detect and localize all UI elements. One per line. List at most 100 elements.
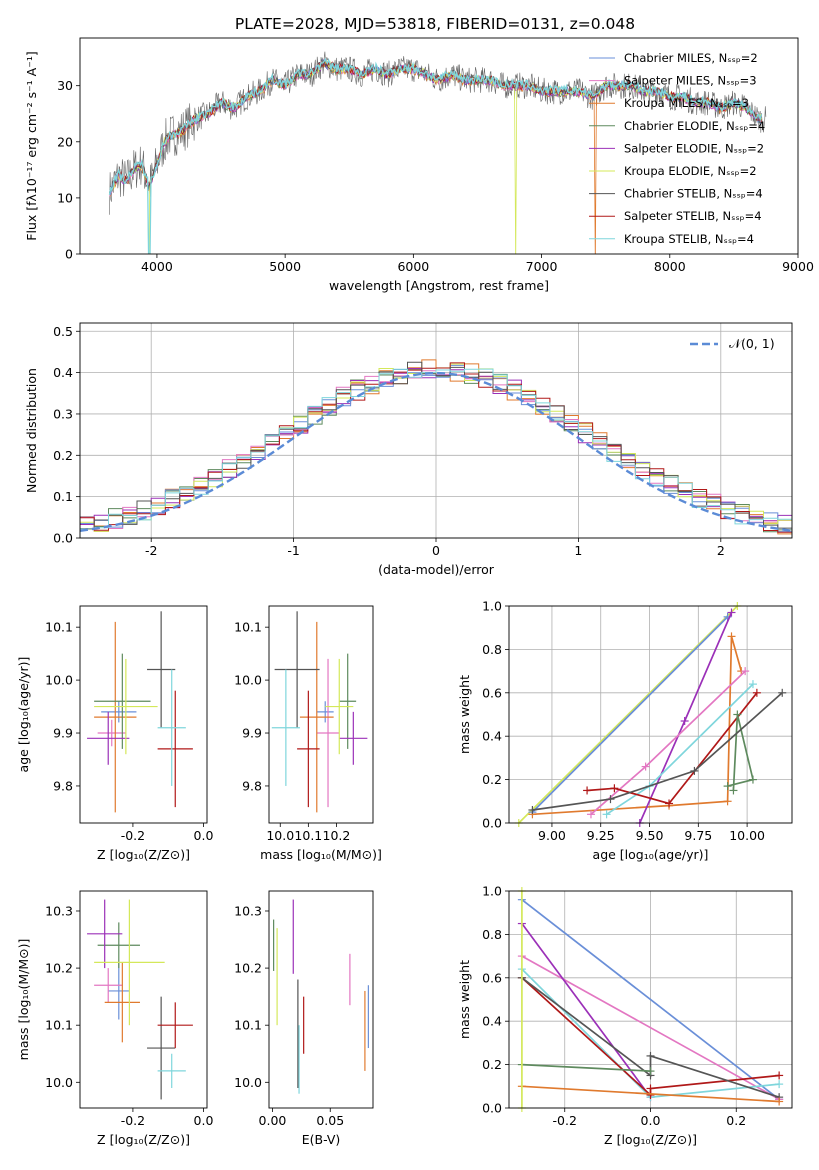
x-axis-label: (data-model)/error xyxy=(378,562,495,577)
age_vs_mass-axes xyxy=(265,626,337,827)
y-tick-label: 0.2 xyxy=(482,772,502,787)
x-tick-label: 5000 xyxy=(269,259,301,274)
mass_vs_ebv-frame xyxy=(268,890,374,1109)
y-tick-label: 0.3 xyxy=(53,406,73,421)
y-tick-label: 10.0 xyxy=(234,673,262,688)
y-tick-label: 10.2 xyxy=(234,961,262,976)
x-axis-label: wavelength [Angstrom, rest frame] xyxy=(329,278,549,293)
y-tick-label: 10.2 xyxy=(45,961,73,976)
y-tick-label: 0.0 xyxy=(53,531,73,546)
y-tick-label: 30 xyxy=(57,78,73,93)
x-tick-label: 10.0 xyxy=(266,828,294,843)
x-axis-label: Z [log₁₀(Z/Z⊙)] xyxy=(604,1132,697,1147)
x-tick-label: 7000 xyxy=(526,259,558,274)
y-tick-label: 10.3 xyxy=(234,903,262,918)
y-tick-label: 20 xyxy=(57,134,73,149)
legend-entry-ke: Kroupa ELODIE, Nₛₛₚ=2 xyxy=(624,164,757,178)
x-tick-label: 9000 xyxy=(782,259,814,274)
y-tick-label: 0.8 xyxy=(482,927,502,942)
x-tick-label: 10.00 xyxy=(729,828,765,843)
legend-entry-km: Kroupa MILES, Nₛₛₚ=3 xyxy=(624,96,749,110)
x-tick-label: 9.25 xyxy=(587,828,615,843)
age_vs_mass-frame xyxy=(268,605,374,824)
x-tick-label: 9.50 xyxy=(636,828,664,843)
y-tick-label: 0.0 xyxy=(482,816,502,831)
y-tick-label: 10.0 xyxy=(234,1075,262,1090)
y-tick-label: 0.6 xyxy=(482,970,502,985)
y-axis-label: mass weight xyxy=(457,675,472,754)
x-tick-label: 0.00 xyxy=(259,1113,287,1128)
x-tick-label: -2 xyxy=(145,543,157,558)
mass_vs_Z-axes xyxy=(76,910,204,1112)
residuals-axes xyxy=(76,323,792,542)
spectrum-axes xyxy=(76,85,799,258)
weight_vs_Z-frame xyxy=(508,890,793,1109)
x-axis-label: E(B-V) xyxy=(302,1132,341,1147)
mass_vs_Z-frame xyxy=(79,890,208,1109)
y-tick-label: 10.3 xyxy=(45,903,73,918)
spectrum-frame xyxy=(79,37,799,255)
x-tick-label: 8000 xyxy=(654,259,686,274)
y-axis-label: Flux [fλ10⁻¹⁷ erg cm⁻² s⁻¹ A⁻¹] xyxy=(24,51,39,240)
legend-entry-cs: Chabrier STELIB, Nₛₛₚ=4 xyxy=(624,187,763,201)
legend-entry-se: Salpeter ELODIE, Nₛₛₚ=2 xyxy=(624,141,764,155)
y-tick-label: 0.4 xyxy=(482,729,502,744)
x-tick-label: 10.2 xyxy=(323,828,351,843)
x-tick-label: -0.2 xyxy=(121,828,145,843)
x-tick-label: 4000 xyxy=(141,259,173,274)
y-tick-label: 0.2 xyxy=(482,1057,502,1072)
y-tick-label: 0.1 xyxy=(53,489,73,504)
y-axis-label: age [log₁₀(age/yr)] xyxy=(16,657,31,773)
mass_vs_ebv-axes xyxy=(265,910,331,1112)
figure-title: PLATE=2028, MJD=53818, FIBERID=0131, z=0… xyxy=(235,15,635,33)
y-tick-label: 0.2 xyxy=(53,448,73,463)
y-tick-label: 0.8 xyxy=(482,642,502,657)
y-tick-label: 10 xyxy=(57,190,73,205)
normal-curve xyxy=(80,371,792,532)
legend-entry-sm: Salpeter MILES, Nₛₛₚ=3 xyxy=(624,74,757,88)
x-tick-label: 6000 xyxy=(397,259,429,274)
x-tick-label: 0.2 xyxy=(726,1113,746,1128)
y-tick-label: 1.0 xyxy=(482,599,502,614)
y-tick-label: 10.0 xyxy=(45,1075,73,1090)
x-tick-label: -0.2 xyxy=(121,1113,145,1128)
y-axis-label: Normed distribution xyxy=(24,368,39,493)
x-axis-label: age [log₁₀(age/yr)] xyxy=(593,847,709,862)
x-tick-label: 9.75 xyxy=(684,828,712,843)
age_vs_Z-frame xyxy=(79,605,208,824)
y-tick-label: 9.9 xyxy=(53,726,73,741)
y-tick-label: 9.8 xyxy=(53,778,73,793)
x-tick-label: 0 xyxy=(432,543,440,558)
weight-line-ce xyxy=(521,1063,651,1072)
y-tick-label: 9.8 xyxy=(242,778,262,793)
weight-line-cm xyxy=(521,899,780,1100)
residuals-frame xyxy=(79,322,793,539)
weight_vs_age-frame xyxy=(508,605,793,824)
x-tick-label: 2 xyxy=(717,543,725,558)
y-axis-label: mass [log₁₀(M/M⊙)] xyxy=(16,939,31,1061)
y-tick-label: 0.5 xyxy=(53,324,73,339)
x-tick-label: -0.2 xyxy=(553,1113,577,1128)
x-axis-label: Z [log₁₀(Z/Z⊙)] xyxy=(97,1132,190,1147)
y-tick-label: 10.1 xyxy=(234,1018,262,1033)
age_vs_Z-axes xyxy=(76,626,204,827)
y-tick-label: 10.1 xyxy=(45,1018,73,1033)
x-tick-label: 0.0 xyxy=(641,1113,661,1128)
x-tick-label: 0.0 xyxy=(194,1113,214,1128)
y-tick-label: 0.0 xyxy=(482,1101,502,1116)
legend-entry-ks: Kroupa STELIB, Nₛₛₚ=4 xyxy=(624,232,754,246)
x-tick-label: 1 xyxy=(574,543,582,558)
weight-line-cs xyxy=(521,977,780,1099)
y-tick-label: 10.0 xyxy=(45,673,73,688)
legend-entry-ce: Chabrier ELODIE, Nₛₛₚ=4 xyxy=(624,119,765,133)
y-tick-label: 10.1 xyxy=(45,620,73,635)
weight-line-cm xyxy=(531,616,729,813)
y-tick-label: 10.1 xyxy=(234,620,262,635)
spectrum-model-ks xyxy=(108,57,763,254)
x-tick-label: 10.1 xyxy=(294,828,322,843)
weight-line-ss xyxy=(587,692,758,805)
y-tick-label: 0 xyxy=(65,247,73,262)
x-tick-label: -1 xyxy=(287,543,299,558)
y-tick-label: 9.9 xyxy=(242,726,262,741)
